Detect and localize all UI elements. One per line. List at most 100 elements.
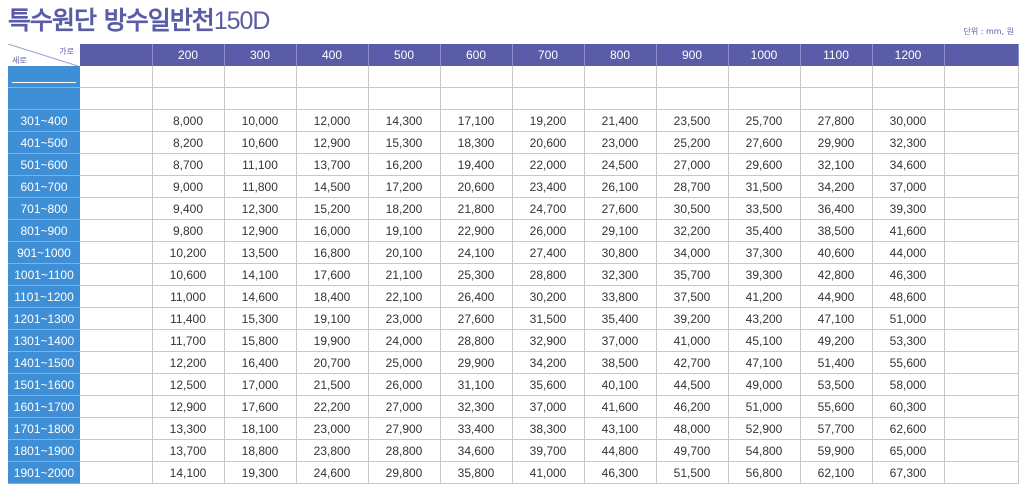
row-label: 801~900 xyxy=(8,219,80,242)
price-cell: 49,700 xyxy=(656,439,729,462)
row-label: 301~400 xyxy=(8,109,80,132)
price-cell: 11,100 xyxy=(224,153,297,176)
table-body: 301~400 8,000 10,000 12,000 14,300 17,100 19,2… xyxy=(8,66,1019,484)
price-cell: 39,300 xyxy=(728,263,801,286)
price-cell: 44,000 xyxy=(872,241,945,264)
price-cell: 13,700 xyxy=(152,439,225,462)
price-cell: 48,600 xyxy=(872,285,945,308)
price-cell: 13,500 xyxy=(224,241,297,264)
spacer-cell xyxy=(80,241,153,264)
column-header: 1100 xyxy=(800,44,873,66)
price-table: 가로 세로 200 300 400 500 600 700 800 900 10… xyxy=(8,44,1019,484)
price-cell: 36,400 xyxy=(800,197,873,220)
price-cell: 23,500 xyxy=(656,109,729,132)
price-cell: 27,600 xyxy=(440,307,513,330)
table-row: 701~800 9,400 12,300 15,200 18,200 21,800 24,7… xyxy=(8,197,1019,220)
table-row: 801~900 9,800 12,900 16,000 19,100 22,900 26,0… xyxy=(8,219,1019,242)
spacer-cell xyxy=(80,263,153,286)
table-row: 1701~1800 13,300 18,100 23,000 27,900 33,400 3… xyxy=(8,417,1019,440)
price-cell: 37,000 xyxy=(872,175,945,198)
spacer-cell xyxy=(80,175,153,198)
price-cell: 22,100 xyxy=(368,285,441,308)
price-cell: 16,000 xyxy=(296,219,369,242)
table-row: 1801~1900 13,700 18,800 23,800 28,800 34,600 3… xyxy=(8,439,1019,462)
price-cell: 16,200 xyxy=(368,153,441,176)
price-cell: 43,200 xyxy=(728,307,801,330)
price-cell: 9,000 xyxy=(152,175,225,198)
price-cell: 32,300 xyxy=(440,395,513,418)
end-cell xyxy=(944,219,1019,242)
price-cell: 38,500 xyxy=(584,351,657,374)
price-cell: 17,600 xyxy=(296,263,369,286)
price-cell: 37,500 xyxy=(656,285,729,308)
row-label: 1001~1100 xyxy=(8,263,80,286)
price-cell: 52,900 xyxy=(728,417,801,440)
price-cell: 49,000 xyxy=(728,373,801,396)
price-cell: 31,100 xyxy=(440,373,513,396)
price-cell: 29,800 xyxy=(368,461,441,484)
price-cell: 28,800 xyxy=(368,439,441,462)
price-cell: 27,600 xyxy=(728,131,801,154)
price-cell: 35,600 xyxy=(512,373,585,396)
end-cell xyxy=(944,109,1019,132)
price-cell: 29,900 xyxy=(800,131,873,154)
end-cell xyxy=(944,241,1019,264)
price-cell: 8,200 xyxy=(152,131,225,154)
blank-cell xyxy=(944,66,1019,88)
price-cell: 17,100 xyxy=(440,109,513,132)
price-cell: 47,100 xyxy=(800,307,873,330)
row-label: 601~700 xyxy=(8,175,80,198)
row-label: 1801~1900 xyxy=(8,439,80,462)
blank-cell xyxy=(584,66,657,88)
column-header: 900 xyxy=(656,44,729,66)
price-cell: 19,400 xyxy=(440,153,513,176)
price-cell: 27,400 xyxy=(512,241,585,264)
price-cell: 26,000 xyxy=(512,219,585,242)
price-cell: 25,700 xyxy=(728,109,801,132)
price-cell: 12,000 xyxy=(296,109,369,132)
spacer-cell xyxy=(80,461,153,484)
end-cell xyxy=(944,197,1019,220)
table-row: 1501~1600 12,500 17,000 21,500 26,000 31,100 3… xyxy=(8,373,1019,396)
blank-cell xyxy=(440,87,513,110)
price-cell: 14,100 xyxy=(152,461,225,484)
table-row: 1301~1400 11,700 15,800 19,900 24,000 28,800 3… xyxy=(8,329,1019,352)
price-cell: 49,200 xyxy=(800,329,873,352)
price-cell: 12,900 xyxy=(152,395,225,418)
price-cell: 24,700 xyxy=(512,197,585,220)
price-cell: 21,400 xyxy=(584,109,657,132)
price-cell: 44,900 xyxy=(800,285,873,308)
price-cell: 18,800 xyxy=(224,439,297,462)
row-label: 401~500 xyxy=(8,131,80,154)
price-cell: 16,400 xyxy=(224,351,297,374)
end-cell xyxy=(944,307,1019,330)
price-cell: 46,200 xyxy=(656,395,729,418)
price-cell: 27,800 xyxy=(800,109,873,132)
price-cell: 18,100 xyxy=(224,417,297,440)
column-header: 800 xyxy=(584,44,657,66)
price-cell: 55,600 xyxy=(872,351,945,374)
price-cell: 27,600 xyxy=(584,197,657,220)
price-cell: 51,000 xyxy=(728,395,801,418)
end-cell xyxy=(944,175,1019,198)
corner-diagonal xyxy=(8,44,78,66)
row-label: 1601~1700 xyxy=(8,395,80,418)
price-cell: 27,900 xyxy=(368,417,441,440)
price-cell: 12,300 xyxy=(224,197,297,220)
column-header: 200 xyxy=(152,44,225,66)
price-cell: 37,000 xyxy=(512,395,585,418)
price-cell: 37,300 xyxy=(728,241,801,264)
price-cell: 9,800 xyxy=(152,219,225,242)
price-cell: 22,200 xyxy=(296,395,369,418)
row-label: 901~1000 xyxy=(8,241,80,264)
blank-cell xyxy=(152,66,225,88)
price-cell: 19,200 xyxy=(512,109,585,132)
table-row: 1601~1700 12,900 17,600 22,200 27,000 32,300 3… xyxy=(8,395,1019,418)
price-cell: 35,800 xyxy=(440,461,513,484)
price-cell: 39,300 xyxy=(872,197,945,220)
price-cell: 10,600 xyxy=(152,263,225,286)
table-row: 601~700 9,000 11,800 14,500 17,200 20,600 23,4… xyxy=(8,175,1019,198)
price-cell: 45,100 xyxy=(728,329,801,352)
price-cell: 17,000 xyxy=(224,373,297,396)
spacer-cell xyxy=(80,197,153,220)
